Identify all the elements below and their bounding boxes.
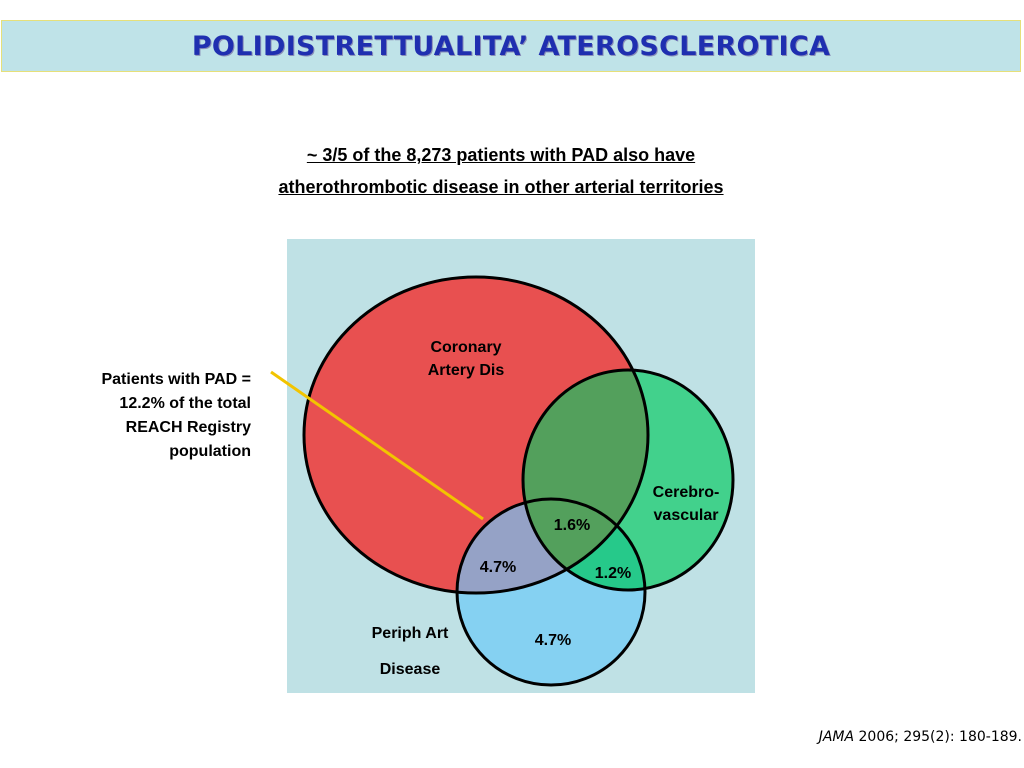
- citation: JAMA 2006; 295(2): 180-189.: [819, 729, 1022, 745]
- value-all-three: 1.6%: [554, 517, 590, 534]
- pad-population-note: Patients with PAD = 12.2% of the total R…: [31, 368, 251, 464]
- cerebrovascular-circle-outline: [521, 368, 735, 592]
- cerebro-label-line-1: Cerebro-: [653, 484, 720, 501]
- subtitle-line-1: ~ 3/5 of the 8,273 patients with PAD als…: [306, 145, 696, 165]
- value-pad-cerebro: 1.2%: [595, 565, 631, 582]
- peripheral-label-line-1: Periph Art: [372, 625, 449, 642]
- citation-journal: JAMA: [818, 729, 855, 745]
- peripheral-label-line-2: Disease: [380, 661, 441, 678]
- pad-note-line-2: 12.2% of the total: [119, 395, 251, 412]
- value-pad-coronary: 4.7%: [480, 559, 516, 576]
- subtitle-line-2: atherothrombotic disease in other arteri…: [278, 177, 724, 197]
- pad-note-line-4: population: [169, 443, 251, 460]
- coronary-label-line-1: Coronary: [430, 339, 501, 356]
- coronary-label-line-2: Artery Dis: [428, 362, 505, 379]
- citation-reference: 2006; 295(2): 180-189.: [854, 729, 1022, 745]
- cerebro-label-line-2: vascular: [654, 507, 719, 524]
- pad-note-line-1: Patients with PAD =: [101, 371, 251, 388]
- title-bar: POLIDISTRETTUALITA’ ATEROSCLEROTICA: [1, 20, 1021, 72]
- coronary-circle-outline: [302, 275, 650, 595]
- slide-title: POLIDISTRETTUALITA’ ATEROSCLEROTICA: [191, 30, 831, 62]
- callout-line: [270, 370, 484, 521]
- pad-note-line-3: REACH Registry: [125, 419, 251, 436]
- value-pad-only: 4.7%: [535, 632, 571, 649]
- peripheral-circle-outline: [455, 497, 647, 687]
